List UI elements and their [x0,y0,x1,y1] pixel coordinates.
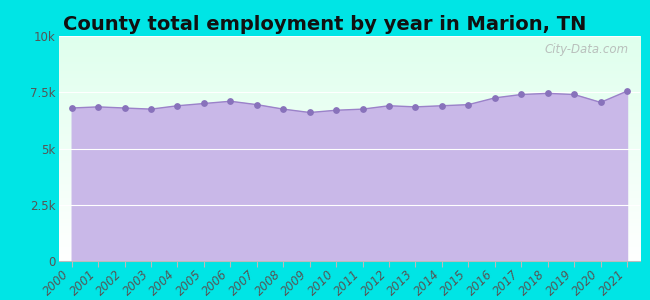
Point [252,102,262,107]
Point [278,107,289,112]
Point [569,92,579,97]
Point [595,100,606,105]
Point [199,101,209,106]
Point [304,110,315,115]
Point [225,99,235,103]
Point [66,106,77,110]
Point [331,108,341,112]
Point [463,102,474,107]
Point [622,89,632,94]
Point [410,104,421,109]
Point [384,103,395,108]
Text: County total employment by year in Marion, TN: County total employment by year in Mario… [63,15,587,34]
Point [93,104,103,109]
Point [120,106,130,110]
Point [516,92,526,97]
Point [437,103,447,108]
Point [146,107,156,112]
Point [358,107,368,112]
Point [172,103,183,108]
Text: City-Data.com: City-Data.com [545,43,629,56]
Point [543,91,553,96]
Point [489,95,500,100]
